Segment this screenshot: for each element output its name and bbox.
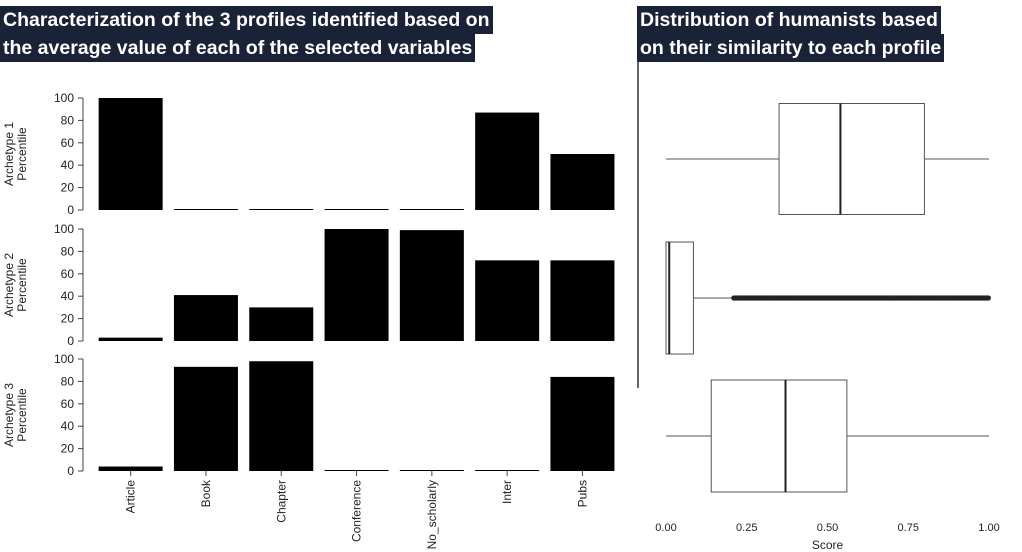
bar-pubs <box>550 260 615 341</box>
y-tick-label: 40 <box>61 158 75 172</box>
y-tick-label: 60 <box>61 267 75 281</box>
bar-chapter <box>249 361 314 471</box>
right-title-line1: Distribution of humanists based <box>637 6 941 34</box>
x-tick-label: Inter <box>500 480 514 504</box>
y-axis-label: Archetype 2Percentile <box>2 253 29 317</box>
boxplot-1 <box>666 103 989 215</box>
bar-pubs <box>550 376 615 471</box>
box <box>710 379 848 493</box>
bar-inter <box>475 260 540 341</box>
x-tick-label: 1.00 <box>978 522 999 534</box>
boxplot-chart: 0.00 0.25 0.50 0.75 1.00 Score <box>655 103 1000 552</box>
bar-no_scholarly <box>399 209 464 210</box>
bar-conference <box>324 470 389 471</box>
x-tick-label: 0.50 <box>817 522 838 534</box>
y-tick-label: 20 <box>61 442 75 456</box>
y-axis-label: Archetype 1Percentile <box>2 122 29 186</box>
right-title-line2: on their similarity to each profile <box>637 34 945 62</box>
y-tick-label: 60 <box>61 136 75 150</box>
x-tick-label: No_scholarly <box>425 480 439 549</box>
bar-article <box>98 337 163 341</box>
x-tick-label: Article <box>124 480 138 514</box>
bar-panel-1: 0 20 40 60 80 100 Archetype 1Percentile <box>2 91 615 217</box>
y-tick-label: 20 <box>61 181 75 195</box>
x-tick-label: Conference <box>350 480 364 542</box>
bar-pubs <box>550 154 615 210</box>
bar-chart: 0 20 40 60 80 100 Archetype 1Percentile 0 20 40 60… <box>2 91 615 549</box>
y-tick-label: 0 <box>67 464 74 478</box>
bar-book <box>173 366 238 471</box>
bar-conference <box>324 209 389 210</box>
outlier-points <box>731 295 991 301</box>
y-tick-label: 80 <box>61 374 75 388</box>
y-tick-label: 60 <box>61 397 75 411</box>
x-tick-label: 0.75 <box>898 522 919 534</box>
bar-panel-3: 0 20 40 60 80 100 Archetype 3Percentile <box>2 352 615 478</box>
bar-book <box>173 209 238 210</box>
x-tick-label: Pubs <box>575 480 589 507</box>
bar-conference <box>324 229 389 341</box>
boxplot-2 <box>665 241 991 355</box>
x-tick-label: 0.25 <box>736 522 757 534</box>
left-title-line2: the average value of each of the selecte… <box>0 34 476 62</box>
bar-book <box>173 295 238 341</box>
x-axis-label: Score <box>812 538 844 552</box>
bar-panel-2: 0 20 40 60 80 100 Archetype 2Percentile <box>2 222 615 348</box>
bar-no_scholarly <box>399 470 464 471</box>
y-tick-label: 100 <box>54 222 74 236</box>
y-axis-label: Archetype 3Percentile <box>2 383 29 447</box>
y-tick-label: 0 <box>67 203 74 217</box>
bar-no_scholarly <box>399 230 464 341</box>
y-tick-label: 40 <box>61 419 75 433</box>
box <box>778 103 925 215</box>
x-tick-label: Chapter <box>274 480 288 523</box>
y-tick-label: 80 <box>61 113 75 127</box>
y-tick-label: 0 <box>67 334 74 348</box>
bar-inter <box>475 470 540 471</box>
outlier-point <box>985 295 991 301</box>
bar-article <box>98 466 163 471</box>
x-tick-label: 0.00 <box>655 522 676 534</box>
y-tick-label: 20 <box>61 312 75 326</box>
boxplot-3 <box>666 379 989 493</box>
bar-chapter <box>249 209 314 210</box>
y-tick-label: 100 <box>54 91 74 105</box>
x-tick-label: Book <box>199 479 213 507</box>
bar-inter <box>475 112 540 210</box>
left-title-line1: Characterization of the 3 profiles ident… <box>0 6 493 34</box>
bar-article <box>98 98 163 210</box>
y-tick-label: 100 <box>54 352 74 366</box>
y-tick-label: 40 <box>61 289 75 303</box>
box <box>665 241 694 355</box>
bar-chapter <box>249 307 314 341</box>
y-tick-label: 80 <box>61 244 75 258</box>
